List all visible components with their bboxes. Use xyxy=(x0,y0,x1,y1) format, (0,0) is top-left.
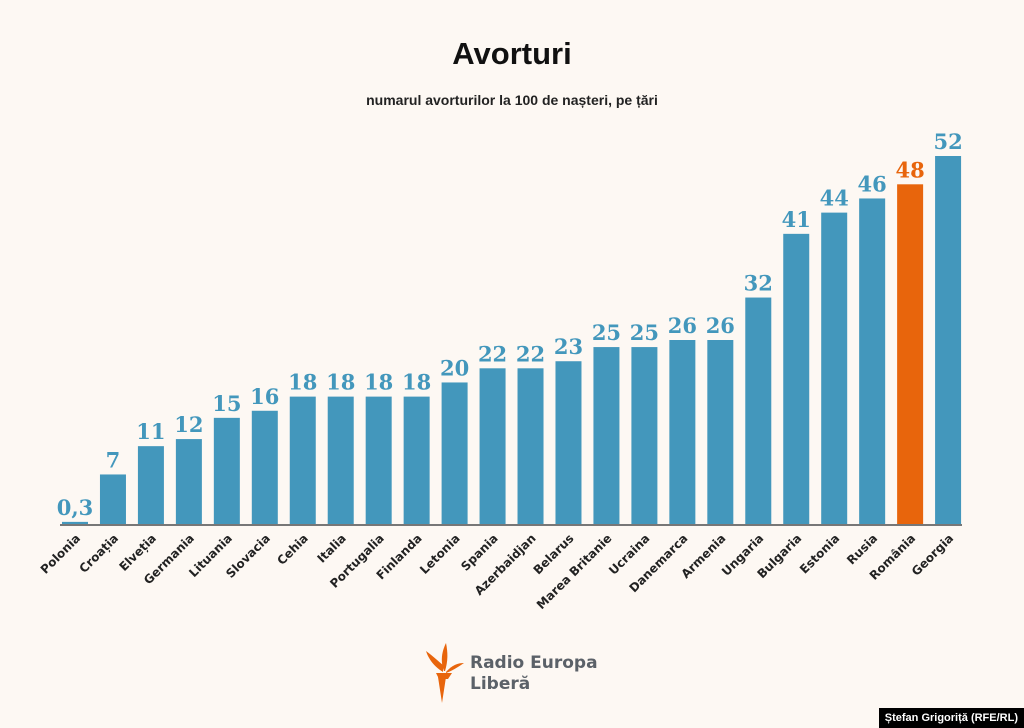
value-label: 23 xyxy=(554,334,583,359)
value-label: 16 xyxy=(250,384,279,409)
value-label: 12 xyxy=(174,412,203,437)
value-label: 41 xyxy=(782,207,811,232)
bar xyxy=(707,340,734,524)
bar xyxy=(327,396,354,524)
bar xyxy=(137,446,164,524)
category-label: Polonia xyxy=(38,531,83,576)
category-label: Rusia xyxy=(844,531,880,567)
category-label: Letonia xyxy=(417,531,463,577)
bar xyxy=(365,396,392,524)
value-label: 26 xyxy=(668,313,697,338)
value-label: 15 xyxy=(212,391,241,416)
value-label: 32 xyxy=(744,271,773,296)
bar xyxy=(62,521,88,524)
bar xyxy=(669,340,696,524)
category-label: Croația xyxy=(77,531,122,576)
value-label: 25 xyxy=(592,320,621,345)
bar xyxy=(821,212,848,524)
value-label: 22 xyxy=(516,341,545,366)
value-label: 52 xyxy=(933,129,962,154)
bar xyxy=(897,184,924,525)
bar xyxy=(935,156,962,524)
rfe-logo: Radio Europa Liberă xyxy=(424,643,598,705)
bar xyxy=(859,198,886,524)
bar xyxy=(175,439,202,524)
logo-line2: Liberă xyxy=(470,674,531,694)
bar xyxy=(631,347,658,524)
bar xyxy=(745,297,772,524)
category-label: Estonia xyxy=(797,531,842,576)
value-label: 20 xyxy=(440,355,469,380)
value-label: 18 xyxy=(364,370,393,395)
value-label: 26 xyxy=(706,313,735,338)
bar xyxy=(479,368,506,524)
chart-title: Avorturi xyxy=(452,36,572,71)
value-label: 18 xyxy=(288,370,317,395)
bar-chart: 0,3Polonia7Croația11Elveția12Germania15L… xyxy=(38,129,963,612)
bar xyxy=(213,417,240,524)
value-label: 18 xyxy=(326,370,355,395)
value-label: 44 xyxy=(820,186,849,211)
bar xyxy=(593,347,620,524)
bar xyxy=(441,382,468,524)
chart-subtitle: numarul avorturilor la 100 de nașteri, p… xyxy=(366,92,658,108)
category-label: Georgia xyxy=(909,531,956,578)
photo-credit: Ștefan Grigoriță (RFE/RL) xyxy=(878,708,1024,728)
category-label: Cehia xyxy=(274,531,311,568)
value-label: 25 xyxy=(630,320,659,345)
value-label: 48 xyxy=(896,157,925,182)
bar xyxy=(555,361,582,524)
value-label: 7 xyxy=(106,447,121,472)
value-label: 18 xyxy=(402,370,431,395)
bar xyxy=(403,396,430,524)
torch-icon xyxy=(426,643,464,703)
bar xyxy=(289,396,316,524)
bar xyxy=(99,474,126,524)
value-label: 22 xyxy=(478,341,507,366)
logo-line1: Radio Europa xyxy=(470,653,598,673)
category-label: Italia xyxy=(314,531,348,565)
value-label: 11 xyxy=(136,419,165,444)
value-label: 0,3 xyxy=(57,495,94,520)
bar xyxy=(517,368,544,524)
bar xyxy=(783,233,810,524)
value-label: 46 xyxy=(858,171,887,196)
bar xyxy=(251,410,278,524)
